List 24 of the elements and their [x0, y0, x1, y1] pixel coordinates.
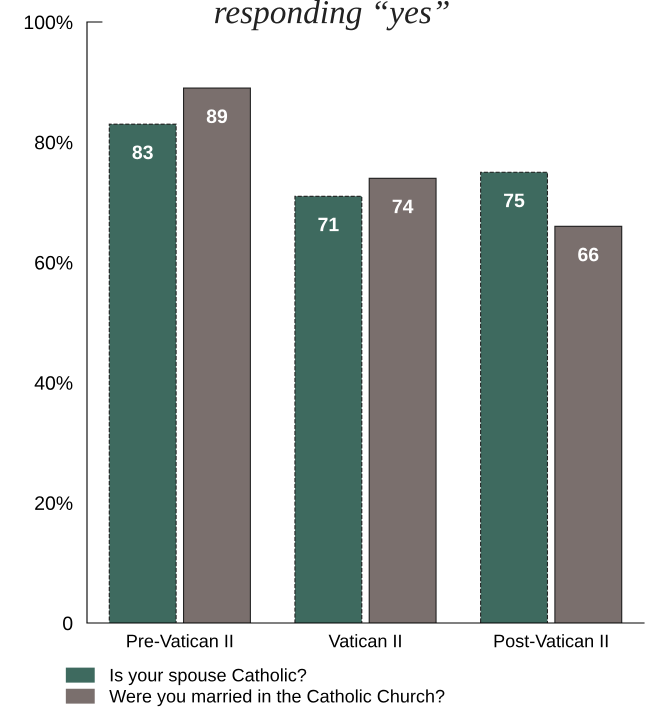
bar [554, 226, 622, 623]
y-tick-label: 20% [35, 496, 72, 510]
legend-label: Is your spouse Catholic? [110, 668, 306, 686]
x-tick-label: Post-Vatican II [494, 634, 608, 648]
y-tick-label: 100% [24, 15, 72, 30]
chart-title: responding “yes” [214, 0, 449, 30]
data-label: 89 [206, 109, 228, 124]
data-label: 83 [132, 145, 153, 160]
bar [480, 172, 548, 623]
legend-label: Were you married in the Catholic Church? [109, 689, 444, 706]
y-tick-label: 60% [35, 256, 72, 270]
bar [294, 196, 362, 623]
data-label: 71 [318, 218, 339, 232]
bar [108, 124, 177, 623]
y-tick-label: 40% [34, 376, 72, 390]
data-label: 74 [392, 200, 414, 214]
data-label: 66 [578, 248, 598, 262]
bar [368, 178, 437, 623]
y-tick-label: 80% [35, 136, 72, 150]
data-label: 75 [504, 194, 524, 208]
bar [182, 88, 251, 623]
x-tick-label: Pre-Vatican II [127, 634, 232, 648]
y-tick-label: 0 [63, 616, 72, 630]
x-tick-label: Vatican II [328, 634, 401, 648]
